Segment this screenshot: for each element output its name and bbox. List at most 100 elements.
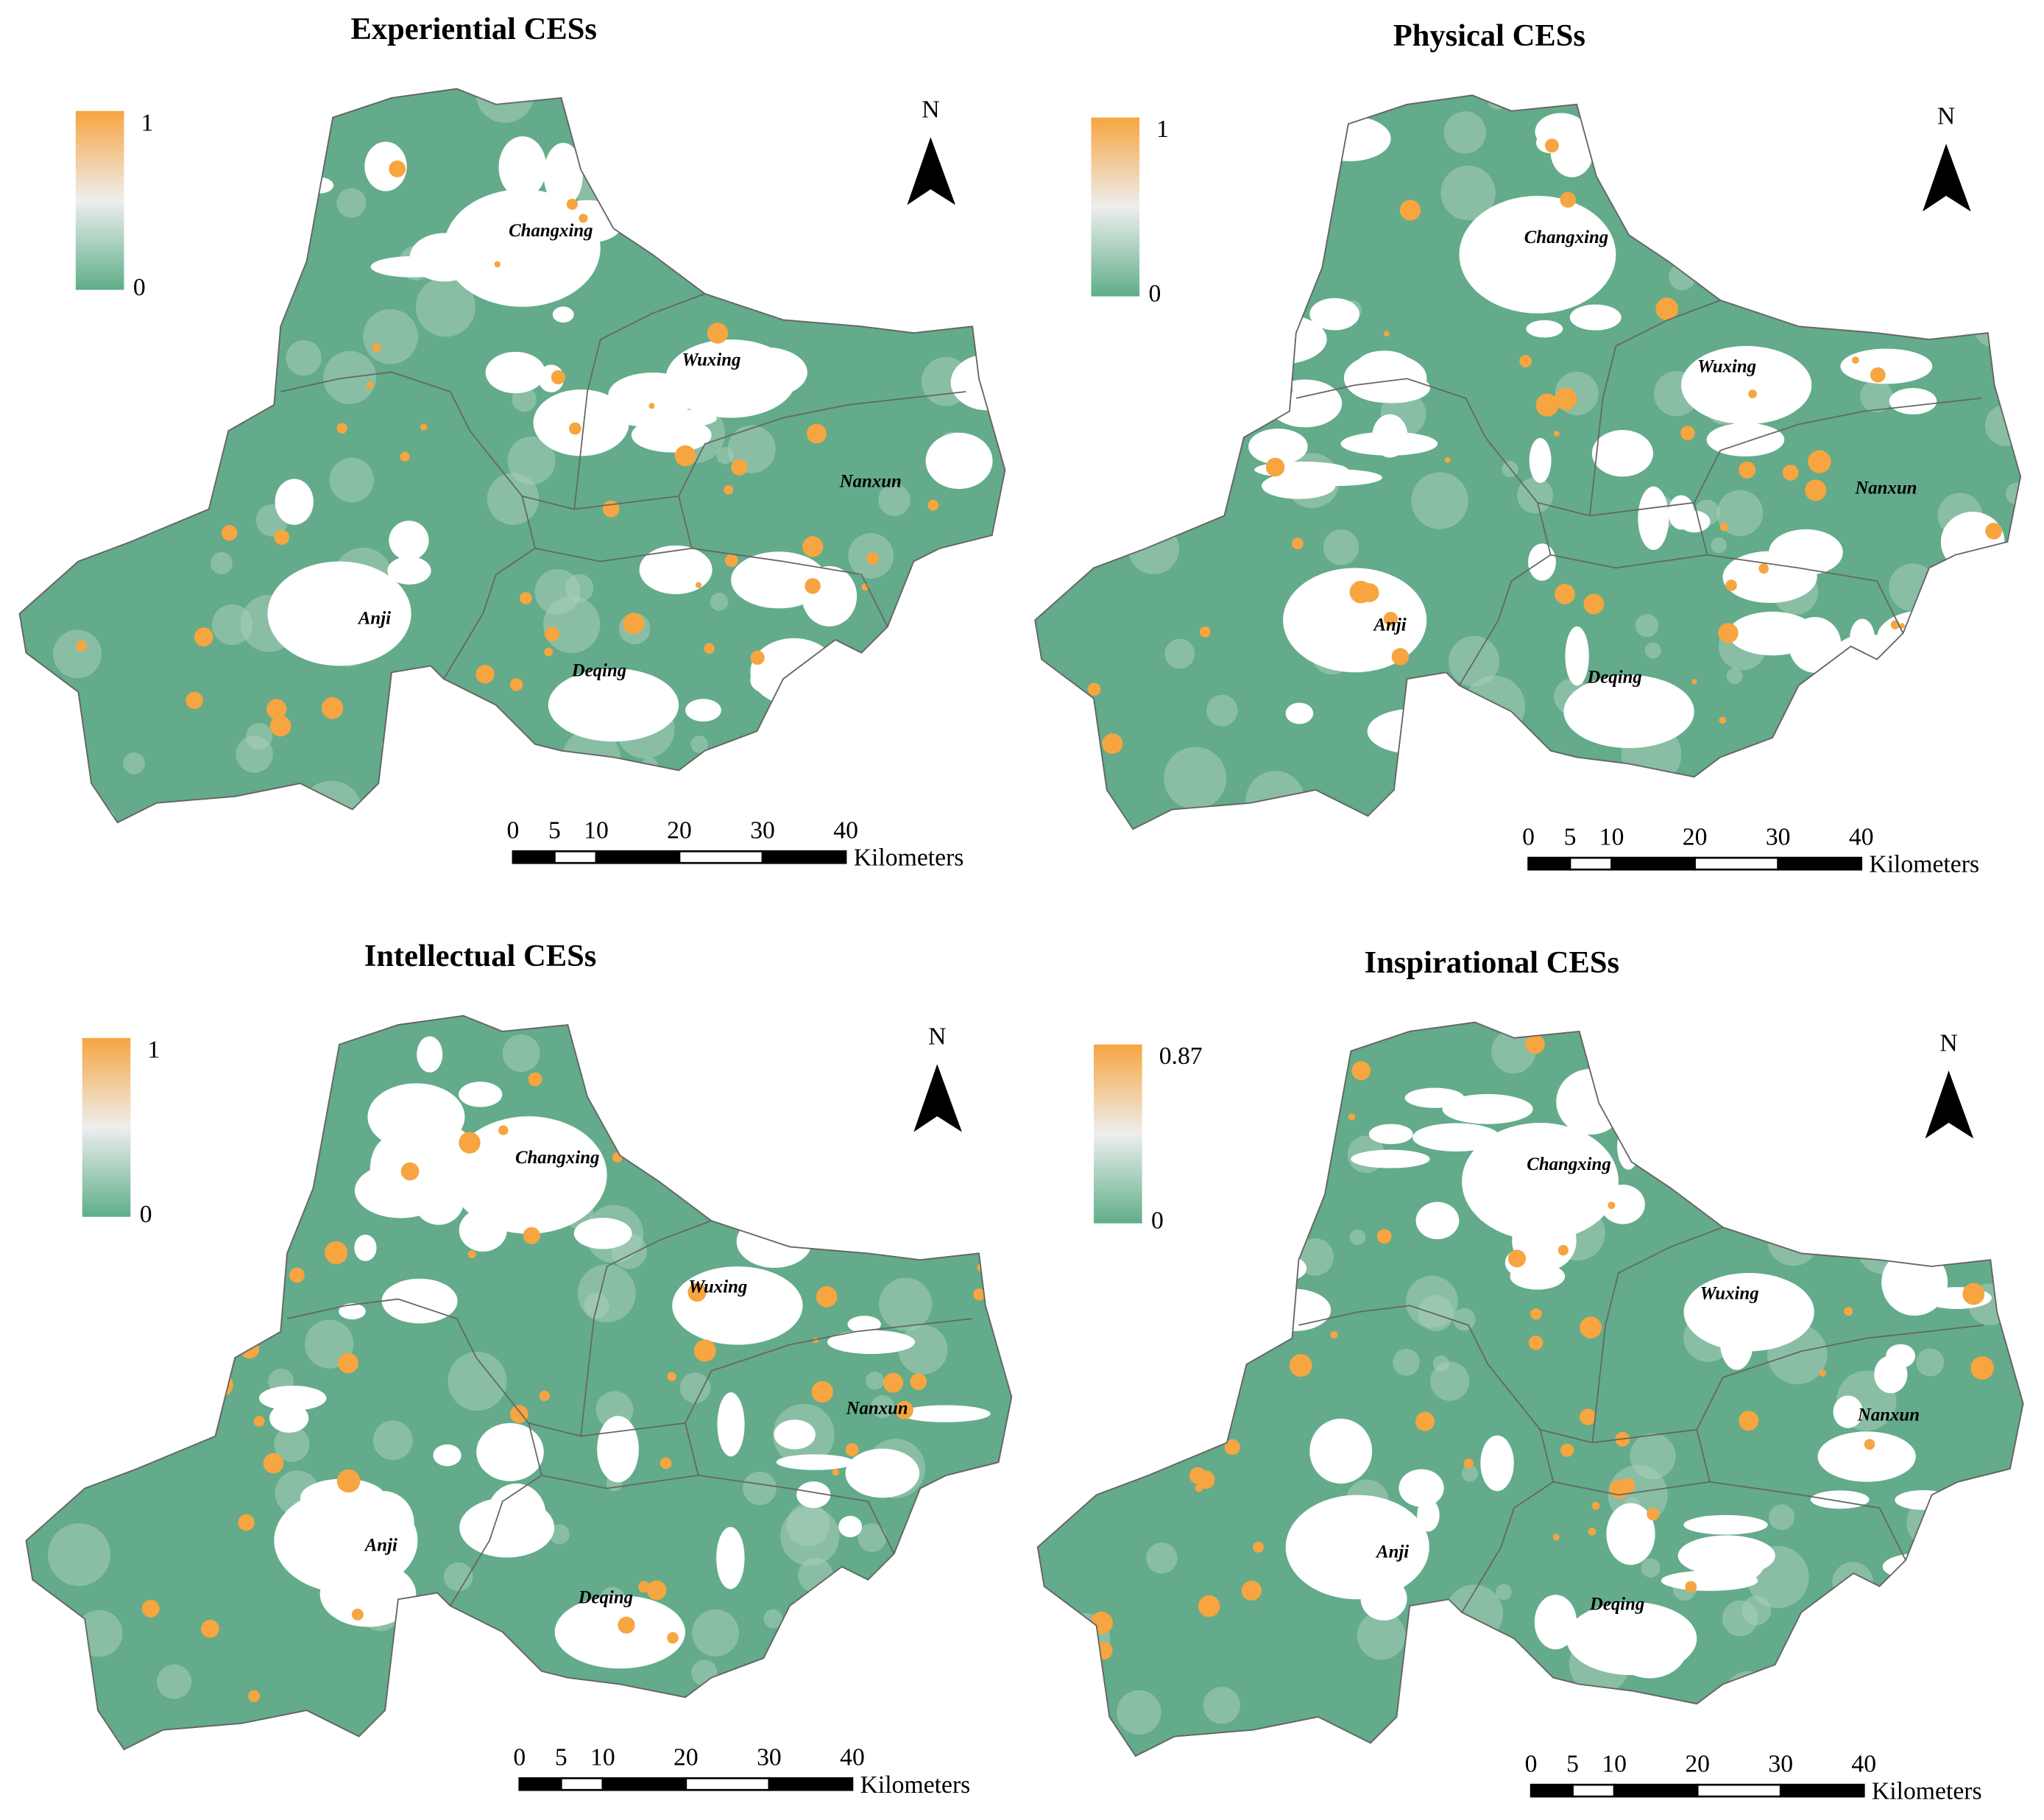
high-value-patch	[1087, 682, 1101, 696]
high-value-patch	[1391, 648, 1410, 666]
legend-min: 0	[1149, 281, 1161, 308]
high-value-patch	[1289, 1354, 1312, 1378]
no-data-area	[950, 354, 1005, 411]
high-value-patch	[1196, 1470, 1215, 1489]
high-value-patch	[1825, 775, 1847, 797]
no-data-area	[339, 1303, 366, 1320]
scale-tick-label: 20	[1685, 1750, 1710, 1777]
light-patch	[567, 1015, 604, 1039]
high-value-patch	[412, 735, 433, 755]
no-data-area	[269, 1403, 309, 1433]
no-data-area	[274, 1488, 418, 1593]
high-value-patch	[824, 130, 834, 140]
high-value-patch	[1446, 1618, 1458, 1631]
north-label: N	[922, 96, 939, 124]
district-border	[581, 1318, 973, 1437]
no-data-area	[476, 1422, 544, 1481]
high-value-patch	[274, 529, 290, 546]
study-area-outline	[1036, 1021, 2024, 1757]
high-value-patch	[1145, 138, 1155, 147]
high-value-patch	[1808, 450, 1831, 473]
light-patch	[986, 1140, 1012, 1177]
high-value-patch	[148, 241, 162, 255]
high-value-patch	[1351, 1061, 1371, 1081]
no-data-area	[498, 136, 547, 198]
high-value-patch	[1870, 367, 1886, 383]
high-value-patch	[1519, 355, 1532, 367]
high-value-patch	[1739, 1411, 1759, 1431]
light-patch	[543, 596, 601, 654]
high-value-patch	[1597, 1698, 1614, 1715]
light-patch	[953, 1638, 978, 1663]
high-value-patch	[46, 800, 55, 810]
no-data-area	[1417, 1498, 1440, 1532]
light-patch	[1060, 797, 1099, 830]
scale-tick-label: 40	[833, 816, 858, 844]
scale-unit: Kilometers	[854, 844, 964, 872]
high-value-patch	[1691, 679, 1697, 685]
high-value-patch	[623, 613, 645, 635]
study-area-outline	[18, 88, 1006, 824]
high-value-patch	[810, 668, 830, 688]
high-value-patch	[105, 1451, 127, 1473]
high-value-patch	[1591, 1501, 1600, 1510]
light-patch	[1349, 1229, 1366, 1246]
light-patch	[859, 690, 922, 752]
high-value-patch	[863, 773, 874, 784]
district-label: Changxing	[509, 221, 593, 241]
high-value-patch	[351, 1608, 364, 1620]
no-data-area	[443, 189, 601, 307]
north-arrow	[1925, 1071, 1974, 1139]
high-value-patch	[1583, 593, 1605, 615]
light-patch	[1832, 1562, 1873, 1603]
light-patch	[763, 1609, 783, 1629]
high-value-patch	[1198, 1595, 1220, 1618]
high-value-patch	[800, 222, 807, 229]
map-panel: Physical CESs Changxing Wuxing Nanxun Anji De…	[1034, 18, 2021, 878]
light-patch	[1676, 161, 1701, 185]
high-value-patch	[400, 1162, 420, 1181]
light-patch	[329, 457, 375, 503]
high-value-patch	[321, 697, 344, 719]
no-data-area	[862, 267, 938, 306]
light-patch	[1889, 563, 1937, 612]
high-value-patch	[372, 342, 381, 352]
scale-tick-label: 10	[590, 1744, 615, 1771]
no-data-area	[1824, 1068, 1855, 1130]
scale-tick-label: 30	[757, 1744, 782, 1771]
light-patch	[1862, 1668, 1883, 1689]
high-value-patch	[253, 1416, 265, 1427]
legend-ramp	[1091, 117, 1140, 297]
scale-segment	[1527, 856, 1571, 871]
light-patch	[286, 339, 322, 376]
district-border	[574, 391, 966, 510]
scale-segment	[512, 850, 556, 864]
high-value-patch	[899, 705, 909, 714]
no-data-area	[459, 1082, 503, 1107]
scale-segment	[761, 850, 847, 864]
no-data-area	[1526, 320, 1563, 338]
high-value-patch	[494, 261, 501, 268]
light-patch	[1430, 1361, 1470, 1401]
high-value-patch	[1302, 1158, 1323, 1179]
light-patch	[798, 1557, 833, 1593]
high-value-patch	[221, 525, 238, 541]
light-patch	[809, 251, 843, 286]
high-value-patch	[820, 1117, 835, 1132]
light-patch	[1916, 1348, 1945, 1377]
no-data-area	[1933, 671, 1959, 727]
light-patch	[857, 145, 913, 200]
light-patch	[949, 1065, 1003, 1119]
high-value-patch	[665, 1146, 675, 1157]
no-data-area	[672, 1266, 803, 1345]
high-value-patch	[973, 1622, 983, 1632]
high-value-patch	[707, 322, 729, 344]
high-value-patch	[1552, 1534, 1560, 1541]
high-value-patch	[1719, 716, 1727, 724]
light-patch	[1036, 740, 1087, 791]
high-value-patch	[238, 1514, 255, 1531]
light-patch	[210, 551, 233, 574]
high-value-patch	[1680, 426, 1695, 440]
high-value-patch	[1170, 1326, 1192, 1348]
high-value-patch	[180, 1431, 188, 1439]
